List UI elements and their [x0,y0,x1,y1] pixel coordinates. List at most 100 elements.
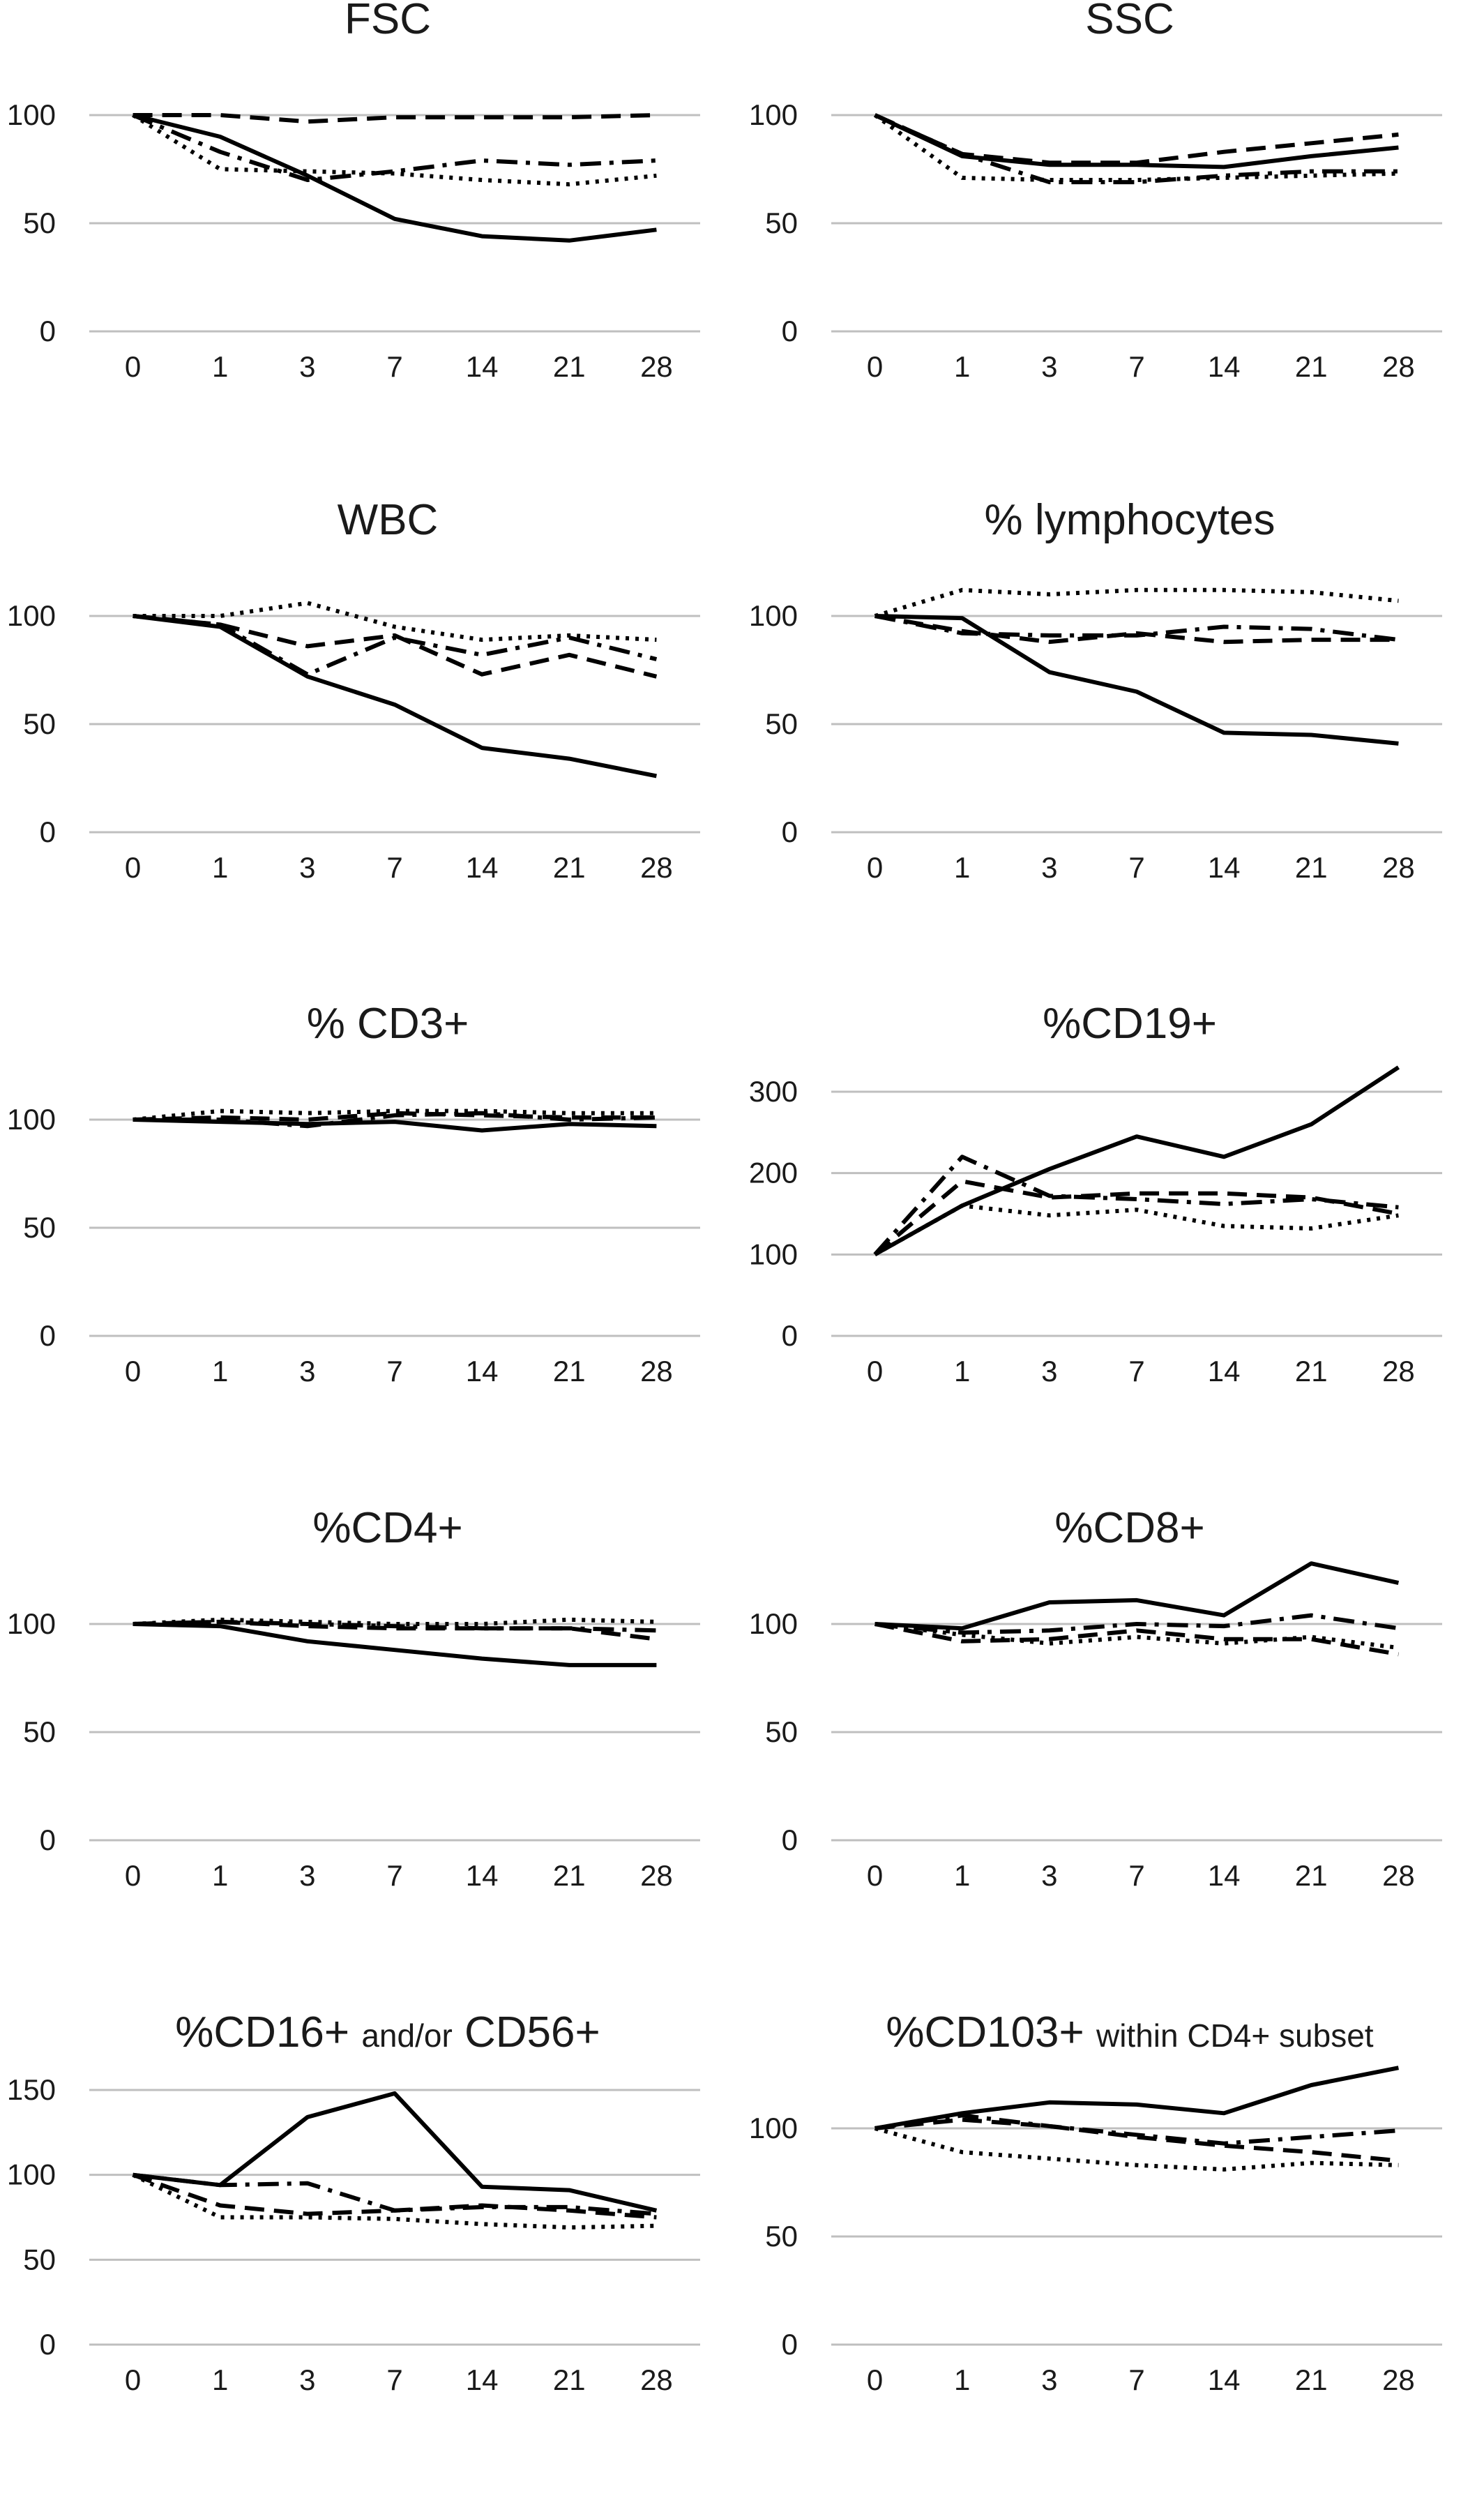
chart-svg: 0 50 100 0 1 3 7 14 21 28 WBC [7,496,700,884]
y-tick-label: 50 [765,1715,798,1748]
y-tick-label: 100 [7,2158,56,2191]
series-line-dashdot [874,614,1399,642]
chart-panel: 0 50 100 0 1 3 7 14 21 28 %CD4+ [0,1504,742,2015]
y-tick-label: 50 [765,707,798,740]
y-tick-label: 0 [782,815,798,848]
x-tick-label: 1 [954,2363,970,2396]
series-line-dashed [874,2117,1399,2163]
x-tick-label: 1 [954,851,970,884]
chart-panel: 0 100 200 300 0 1 3 7 14 21 28 %CD19+ [742,1000,1484,1510]
chart-panel: 0 50 100 0 1 3 7 14 21 28 FSC [0,0,742,506]
chart-svg: 0 50 100 0 1 3 7 14 21 28 %CD8+ [749,1504,1442,1892]
y-tick-label: 0 [40,315,56,347]
chart-panel: 0 50 100 0 1 3 7 14 21 28 WBC [0,496,742,1007]
y-tick-label: 50 [23,1715,56,1748]
x-tick-label: 14 [1208,2363,1241,2396]
x-tick-label: 3 [1041,851,1057,884]
y-tick-label: 0 [782,1824,798,1856]
series-line-solid [874,1561,1400,1631]
series-line-solid [132,1118,657,1133]
series-line-dashdot [132,113,657,182]
y-tick-label: 0 [40,1824,56,1856]
series-line-solid [874,614,1399,746]
x-tick-label: 0 [125,1355,141,1388]
x-tick-label: 3 [299,350,315,383]
chart-title: %CD8+ [1054,1504,1204,1552]
chart-svg: 0 100 200 300 0 1 3 7 14 21 28 %CD19+ [749,1000,1442,1388]
y-tick-label: 100 [7,1607,56,1640]
y-tick-label: 100 [7,1103,56,1136]
x-tick-label: 21 [553,851,586,884]
series-line-dashdot [132,1111,657,1129]
series-line-solid [132,2091,658,2213]
y-tick-label: 100 [7,599,56,632]
chart-title-part: %CD103+ [886,2008,1096,2056]
y-tick-label: 100 [749,2112,798,2144]
chart-panel: 0 50 100 0 1 3 7 14 21 28 % lymphocytes [742,496,1484,1007]
x-tick-label: 7 [1128,851,1144,884]
x-tick-label: 7 [386,1859,402,1892]
x-tick-label: 14 [466,1859,499,1892]
chart-title: WBC [338,496,439,544]
x-tick-label: 21 [553,2363,586,2396]
x-tick-label: 28 [640,2363,673,2396]
x-tick-label: 28 [1382,1355,1415,1388]
x-tick-label: 28 [1382,1859,1415,1892]
y-tick-label: 100 [7,98,56,131]
x-tick-label: 1 [212,1859,228,1892]
x-tick-label: 7 [386,2363,402,2396]
y-tick-label: 0 [782,315,798,347]
series-line-dashed [874,614,1399,645]
x-tick-label: 21 [1295,2363,1328,2396]
series-line-dashdot [132,1619,657,1633]
x-tick-label: 0 [125,350,141,383]
x-tick-label: 7 [386,1355,402,1388]
series-line-solid [132,113,657,243]
x-tick-label: 3 [299,1355,315,1388]
x-tick-label: 28 [1382,2363,1415,2396]
chart-title-part: %CD16+ [175,2008,361,2056]
series-line-dashdot [874,2113,1399,2146]
series-line-dotted [874,1622,1399,1650]
x-tick-label: 28 [1382,350,1415,383]
y-tick-label: 50 [23,1211,56,1244]
chart-title: %CD19+ [1043,1000,1217,1048]
x-tick-label: 0 [125,1859,141,1892]
x-tick-label: 7 [386,851,402,884]
y-tick-label: 0 [782,2328,798,2361]
chart-svg: 0 50 100 0 1 3 7 14 21 28 FSC [7,0,700,383]
series-line-dashdot [132,2172,657,2216]
y-tick-label: 50 [23,707,56,740]
chart-title-part: and/or [361,2017,452,2054]
series-line-dotted [132,113,657,187]
chart-title-part: CD56+ [453,2008,600,2056]
y-tick-label: 100 [749,98,798,131]
x-tick-label: 14 [1208,1859,1241,1892]
series-line-dotted [873,113,1399,182]
x-tick-label: 0 [867,2363,883,2396]
x-tick-label: 21 [1295,1355,1328,1388]
x-tick-label: 7 [1128,350,1144,383]
y-tick-label: 100 [749,599,798,632]
x-tick-label: 3 [299,1859,315,1892]
x-tick-label: 3 [299,2363,315,2396]
x-tick-label: 21 [1295,350,1328,383]
chart-panel: 0 50 100 0 1 3 7 14 21 28 %CD8+ [742,1504,1484,2015]
x-tick-label: 14 [1208,350,1241,383]
series-line-dotted [874,2126,1399,2172]
x-tick-label: 21 [553,1355,586,1388]
x-tick-label: 0 [125,2363,141,2396]
x-tick-label: 21 [553,1859,586,1892]
chart-svg: 0 50 100 0 1 3 7 14 21 28 % CD3+ [7,1000,700,1388]
x-tick-label: 14 [1208,1355,1241,1388]
x-tick-label: 1 [954,1859,970,1892]
y-tick-label: 50 [765,2220,798,2253]
chart-title-part: within CD4+ subset [1096,2017,1374,2054]
x-tick-label: 14 [1208,851,1241,884]
x-tick-label: 21 [553,350,586,383]
chart-svg: 0 50 100 0 1 3 7 14 21 28 SSC [749,0,1442,383]
series-line-dotted [874,587,1399,618]
x-tick-label: 28 [640,1355,673,1388]
x-tick-label: 1 [212,1355,228,1388]
y-tick-label: 50 [23,2243,56,2276]
